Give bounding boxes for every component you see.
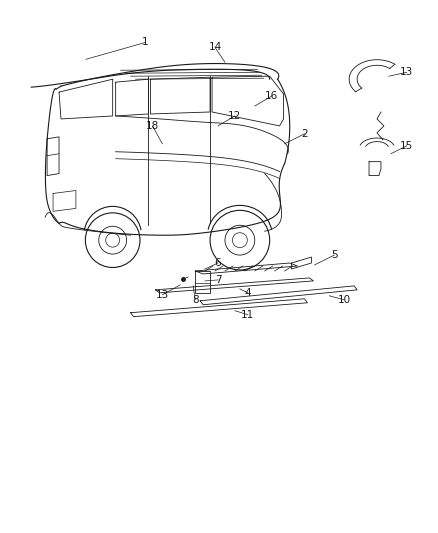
Text: 14: 14 — [208, 43, 222, 52]
Text: 10: 10 — [338, 295, 351, 305]
Text: 12: 12 — [228, 111, 241, 121]
Text: 4: 4 — [244, 288, 251, 298]
Text: 5: 5 — [331, 250, 338, 260]
Text: 13: 13 — [400, 67, 413, 77]
Text: 8: 8 — [192, 295, 198, 305]
Text: 16: 16 — [265, 91, 278, 101]
Text: 11: 11 — [241, 310, 254, 320]
Text: 18: 18 — [146, 121, 159, 131]
Text: 13: 13 — [156, 290, 169, 300]
Text: 6: 6 — [215, 258, 221, 268]
Text: 2: 2 — [301, 129, 308, 139]
Text: 15: 15 — [400, 141, 413, 151]
Text: 1: 1 — [142, 37, 149, 47]
Text: 7: 7 — [215, 275, 221, 285]
